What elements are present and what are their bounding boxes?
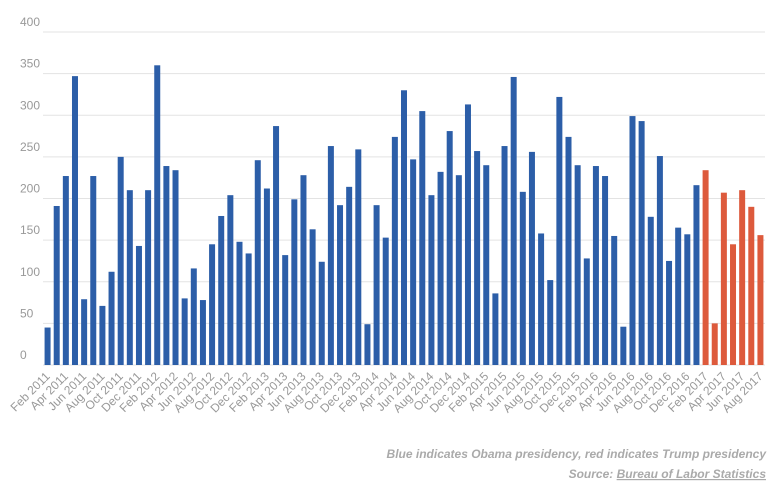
bar <box>382 237 389 365</box>
bar <box>154 65 161 366</box>
bar <box>327 146 334 365</box>
bar <box>263 188 270 365</box>
bar <box>44 327 51 365</box>
bar <box>437 171 444 365</box>
y-tick-label: 300 <box>20 98 40 112</box>
bar <box>675 227 682 365</box>
bar <box>145 190 152 365</box>
bar <box>163 166 170 365</box>
bar <box>592 166 599 365</box>
bar <box>565 136 572 365</box>
bar <box>71 76 78 365</box>
bar <box>273 126 280 365</box>
source-prefix: Source: <box>569 467 614 481</box>
bar <box>638 121 645 365</box>
bar <box>199 300 206 365</box>
bar <box>730 244 737 365</box>
y-tick-label: 350 <box>20 57 40 71</box>
bar <box>53 205 60 365</box>
bar <box>190 268 197 365</box>
bar <box>620 326 627 365</box>
bar <box>464 104 471 366</box>
bar <box>711 323 718 365</box>
bar <box>720 192 727 365</box>
bar <box>401 90 407 366</box>
bar <box>757 235 764 365</box>
bar <box>446 131 453 365</box>
bar <box>556 96 563 365</box>
bar <box>391 136 398 365</box>
bar <box>492 293 499 365</box>
bar <box>81 299 88 365</box>
bar <box>574 165 581 365</box>
bar <box>181 298 188 365</box>
bar <box>62 176 69 365</box>
y-tick-label: 150 <box>20 223 40 237</box>
bar <box>647 216 654 365</box>
bar <box>510 76 517 365</box>
bar <box>318 261 325 365</box>
bar <box>583 258 590 365</box>
bar <box>538 233 545 365</box>
bar <box>135 245 142 365</box>
bar <box>519 191 526 365</box>
bar <box>355 149 362 365</box>
y-tick-label: 400 <box>20 15 40 29</box>
y-tick-label: 100 <box>20 265 40 279</box>
y-tick-label: 200 <box>20 182 40 196</box>
bar <box>227 195 234 365</box>
bar <box>245 253 252 365</box>
bar <box>373 205 380 365</box>
bar <box>474 151 481 365</box>
bar <box>739 190 746 365</box>
bar <box>108 271 115 365</box>
bar <box>602 176 609 365</box>
bar <box>172 170 179 365</box>
bar <box>629 116 636 366</box>
bar <box>364 324 371 365</box>
bar <box>117 156 124 365</box>
bar <box>99 305 106 365</box>
bar <box>236 241 243 365</box>
bar <box>483 165 490 365</box>
bar <box>702 170 709 365</box>
bar <box>300 175 307 365</box>
source-link[interactable]: Bureau of Labor Statistics <box>617 467 767 481</box>
bar <box>656 156 663 365</box>
bar <box>455 175 462 365</box>
bar <box>209 244 216 365</box>
bar <box>428 195 435 365</box>
bar <box>254 160 261 365</box>
note: Blue indicates Obama presidency, red ind… <box>387 447 768 461</box>
bar <box>291 199 298 365</box>
bar <box>501 146 508 365</box>
bar <box>309 229 316 365</box>
bar <box>90 176 97 365</box>
bar <box>346 186 353 365</box>
bar <box>684 234 691 365</box>
bar <box>666 260 673 365</box>
bar <box>748 206 755 365</box>
bar <box>419 111 426 366</box>
bar <box>611 235 618 365</box>
bar <box>528 151 535 365</box>
bar <box>282 255 289 365</box>
bar <box>126 190 133 365</box>
bar <box>218 215 225 365</box>
source: Source: Bureau of Labor Statistics <box>569 467 767 481</box>
y-tick-label: 0 <box>20 348 27 362</box>
y-tick-label: 250 <box>20 140 40 154</box>
bar <box>547 280 554 365</box>
bar <box>693 185 700 365</box>
bar <box>410 159 417 365</box>
y-tick-label: 50 <box>20 306 34 320</box>
bar <box>337 205 344 365</box>
